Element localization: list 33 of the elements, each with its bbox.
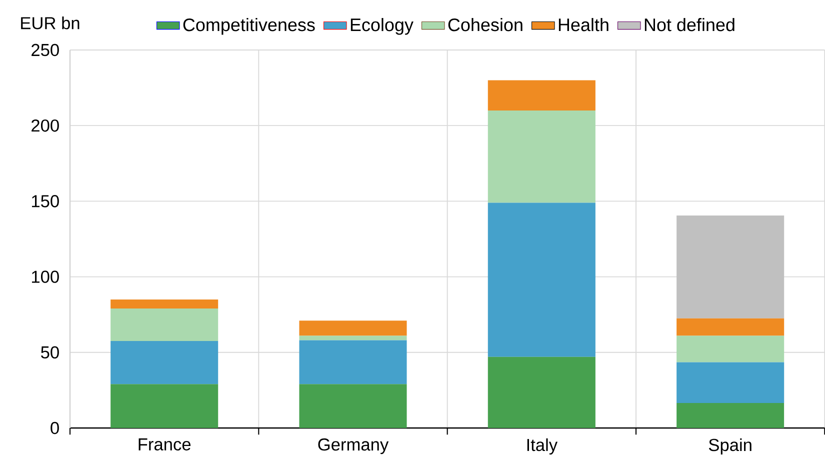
bar	[110, 299, 218, 309]
y-tick-label: 0	[50, 422, 59, 434]
legend-label: Competitiveness	[183, 18, 315, 35]
x-tick-label: Germany	[318, 438, 389, 454]
y-tick-label: 50	[41, 346, 59, 359]
bar	[299, 340, 407, 384]
x-tick-label: France	[138, 438, 191, 450]
bar	[110, 308, 218, 342]
bar	[488, 110, 596, 203]
bar	[676, 318, 784, 336]
bar	[676, 362, 784, 404]
bar	[110, 341, 218, 384]
x-tick-label: Italy	[527, 438, 558, 455]
bar	[488, 202, 596, 357]
bar	[110, 384, 218, 428]
bar	[299, 320, 407, 336]
legend-label: Ecology	[350, 18, 414, 35]
bar	[676, 336, 784, 362]
x-tick-label: Spain	[708, 438, 752, 455]
bar	[676, 403, 784, 428]
y-tick-label: 150	[32, 195, 59, 208]
y-tick-label: 250	[32, 44, 59, 56]
bar	[488, 80, 596, 110]
y-tick-label: 200	[32, 119, 59, 132]
bar	[488, 356, 596, 428]
y-tick-label: 100	[32, 270, 59, 283]
bar	[676, 216, 784, 318]
y-axis-title: EUR bn	[21, 16, 80, 30]
legend-label: Health	[558, 18, 608, 32]
legend-label: Not defined	[644, 18, 734, 32]
bar	[299, 336, 407, 340]
legend-label: Cohesion	[448, 18, 522, 32]
bar	[299, 384, 407, 428]
